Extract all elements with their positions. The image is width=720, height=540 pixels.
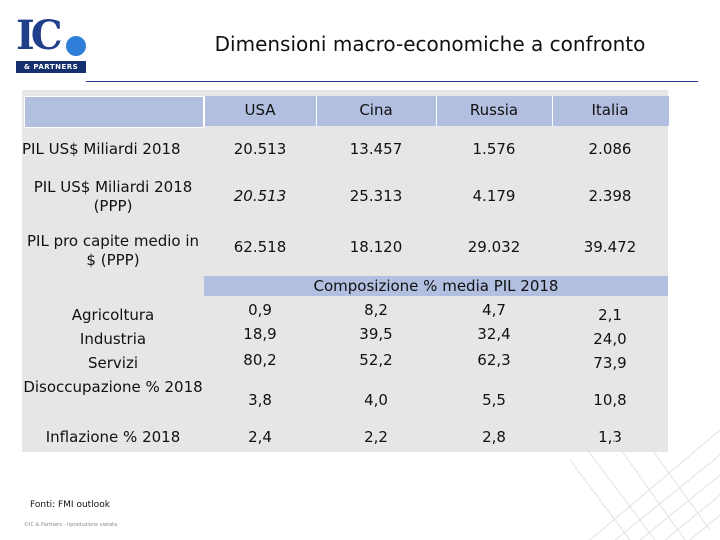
table-cell: 39.472	[583, 238, 637, 256]
row-label-pil-usd: PIL US$ Miliardi 2018	[22, 140, 181, 158]
table-cell: 4,7	[482, 301, 506, 319]
composition-title: Composizione % media PIL 2018	[313, 277, 559, 295]
title-divider	[86, 81, 698, 82]
table-cell: 2,8	[482, 428, 506, 446]
table-cell: 80,2	[243, 351, 277, 369]
table-cell: 2,1	[598, 306, 622, 324]
table-cell: 1,3	[598, 428, 622, 446]
table-cell: 4.179	[472, 187, 516, 205]
copyright-note: ©IC & Partners - riproduzione vietata	[24, 522, 118, 528]
table-cell: 2,4	[248, 428, 272, 446]
table-cell: 20.513	[233, 140, 287, 158]
table-header-corner	[24, 96, 204, 128]
table-cell: 2.398	[588, 187, 632, 205]
table-cell: 8,2	[364, 301, 388, 319]
table-cell: 18.120	[349, 238, 403, 256]
source-note: Fonti: FMI outlook	[30, 500, 110, 510]
column-header-russia: Russia	[469, 101, 519, 119]
table-cell: 20.513	[233, 187, 287, 205]
composition-band	[204, 276, 668, 296]
row-label-agricoltura: Agricoltura	[71, 306, 155, 324]
table-cell: 4,0	[364, 391, 388, 409]
decorative-lines	[569, 404, 720, 540]
table-cell: 10,8	[593, 391, 627, 409]
table-panel	[22, 90, 668, 452]
table-cell: 39,5	[359, 325, 393, 343]
header-bg-usa	[204, 96, 317, 126]
table-cell: 3,8	[248, 391, 272, 409]
header-bg-italia	[552, 96, 669, 126]
row-label-servizi: Servizi	[87, 354, 138, 372]
table-cell: 1.576	[472, 140, 516, 158]
table-cell: 13.457	[349, 140, 403, 158]
page-title: Dimensioni macro-economiche a confronto	[214, 32, 646, 56]
table-cell: 5,5	[482, 391, 506, 409]
row-label-inflazione: Inflazione % 2018	[45, 428, 181, 446]
table-cell: 62.518	[233, 238, 287, 256]
table-cell: 73,9	[593, 354, 627, 372]
column-header-italia: Italia	[591, 101, 629, 119]
table-cell: 25.313	[349, 187, 403, 205]
logo-dot	[66, 36, 86, 56]
company-logo: IC & PARTNERS	[16, 14, 86, 74]
header-bg-cina	[316, 96, 437, 126]
logo-letters: IC	[16, 12, 63, 59]
column-header-cina: Cina	[359, 101, 393, 119]
row-label-pil-ppp: PIL US$ Miliardi 2018 (PPP)	[33, 178, 193, 215]
row-label-industria: Industria	[79, 330, 147, 348]
table-cell: 32,4	[477, 325, 511, 343]
row-label-disoccupazione: Disoccupazione % 2018	[23, 378, 203, 396]
table-cell: 2,2	[364, 428, 388, 446]
column-header-usa: USA	[244, 101, 276, 119]
table-cell: 62,3	[477, 351, 511, 369]
table-cell: 24,0	[593, 330, 627, 348]
table-cell: 18,9	[243, 325, 277, 343]
table-cell: 52,2	[359, 351, 393, 369]
header-bg-russia	[436, 96, 553, 126]
table-cell: 0,9	[248, 301, 272, 319]
logo-tagline: & PARTNERS	[16, 61, 86, 73]
table-cell: 2.086	[588, 140, 632, 158]
table-cell: 29.032	[467, 238, 521, 256]
row-label-pil-pro-capite: PIL pro capite medio in $ (PPP)	[26, 232, 200, 269]
